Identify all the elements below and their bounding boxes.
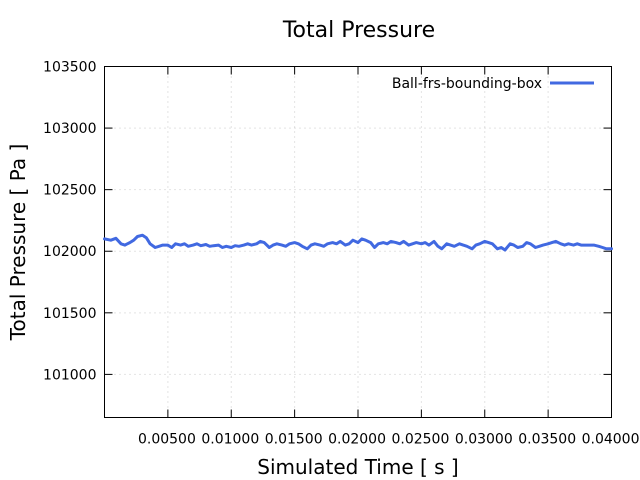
x-tick-label: 0.02000 bbox=[328, 432, 386, 448]
x-tick-label: 0.01000 bbox=[201, 432, 259, 448]
x-tick-labels: 0.00500 0.01000 0.01500 0.02000 0.02500 0.030… bbox=[138, 432, 640, 448]
series-layer bbox=[103, 233, 613, 252]
y-tick-label: 101000 bbox=[43, 367, 96, 383]
y-tick-label: 103000 bbox=[43, 121, 96, 137]
chart-title: Total Pressure bbox=[282, 18, 435, 43]
legend: Ball-frs-bounding-box bbox=[392, 76, 594, 92]
series-line bbox=[103, 233, 613, 252]
y-axis-label: Total Pressure [ Pa ] bbox=[6, 144, 30, 342]
y-tick-label: 101500 bbox=[43, 306, 96, 322]
x-tick-label: 0.03500 bbox=[518, 432, 576, 448]
x-tick-label: 0.03000 bbox=[455, 432, 513, 448]
y-tick-label: 102500 bbox=[43, 183, 96, 199]
y-tick-label: 103500 bbox=[43, 60, 96, 76]
y-tick-labels: 101000 101500 102000 102500 103000 103500 bbox=[43, 60, 96, 384]
x-tick-label: 0.02500 bbox=[391, 432, 449, 448]
x-axis-label: Simulated Time [ s ] bbox=[257, 455, 458, 479]
x-tick-label: 0.00500 bbox=[138, 432, 196, 448]
x-tick-label: 0.01500 bbox=[265, 432, 323, 448]
x-tick-label: 0.04000 bbox=[582, 432, 640, 448]
legend-label: Ball-frs-bounding-box bbox=[392, 76, 542, 92]
axis-ticks bbox=[104, 66, 612, 418]
y-tick-label: 102000 bbox=[43, 244, 96, 260]
